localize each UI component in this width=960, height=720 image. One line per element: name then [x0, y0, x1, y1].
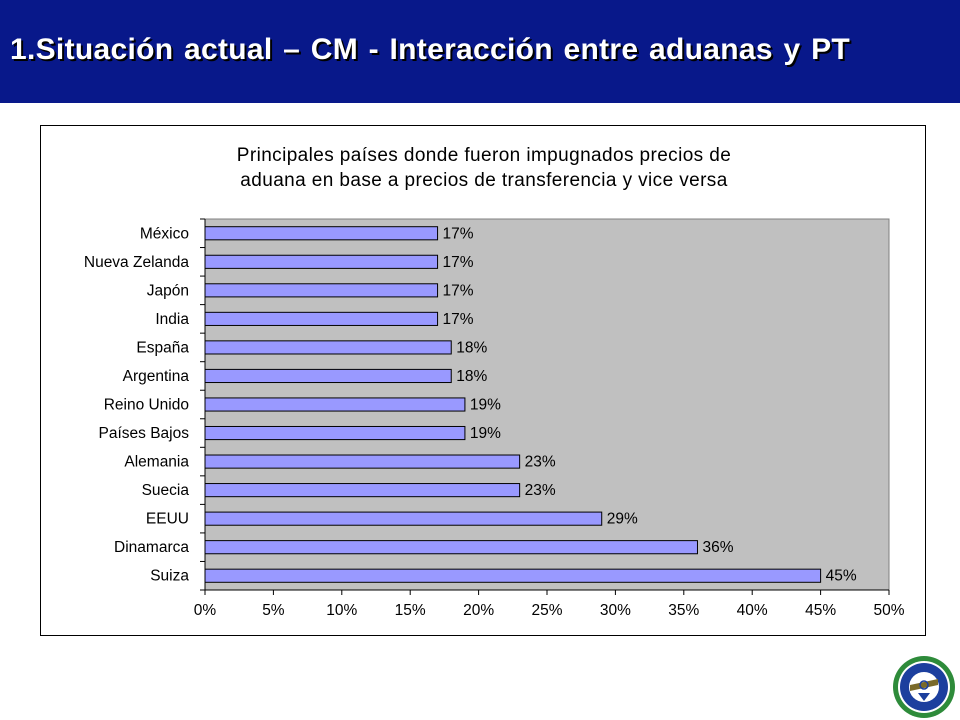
category-label: Nueva Zelanda [84, 254, 190, 271]
category-label: México [140, 225, 189, 242]
category-label: Japón [147, 282, 189, 299]
x-tick-label: 15% [395, 602, 426, 619]
chart-frame: Principales países donde fueron impugnad… [40, 125, 926, 636]
category-label: Alemania [124, 454, 189, 471]
x-tick-label: 10% [326, 602, 357, 619]
category-label: Reino Unido [104, 397, 189, 414]
data-label: 45% [826, 568, 857, 585]
x-tick-label: 5% [262, 602, 285, 619]
data-label: 17% [443, 225, 474, 242]
bar [204, 226, 439, 241]
data-label: 23% [525, 454, 556, 471]
bar [204, 425, 466, 441]
x-tick-label: 20% [463, 602, 494, 619]
bar [204, 511, 603, 526]
bar [204, 454, 521, 469]
data-label: 23% [525, 482, 556, 499]
bar [204, 540, 698, 555]
x-tick-label: 30% [600, 602, 631, 619]
data-label: 17% [443, 282, 474, 299]
data-label: 19% [470, 397, 501, 414]
category-label: Suecia [142, 482, 190, 499]
x-tick-label: 45% [805, 602, 836, 619]
x-tick-label: 50% [873, 602, 904, 619]
category-label: India [155, 311, 189, 328]
category-label: España [136, 339, 189, 356]
x-tick-label: 35% [668, 602, 699, 619]
header-bar: 1.Situación actual – CM - Interacción en… [0, 0, 960, 103]
category-label: Argentina [123, 368, 190, 385]
bar [204, 254, 439, 269]
data-label: 17% [443, 311, 474, 328]
bar [204, 568, 822, 583]
bar [204, 340, 452, 355]
data-label: 36% [702, 539, 733, 556]
ciat-seal-icon [893, 656, 955, 718]
x-tick-label: 25% [531, 602, 562, 619]
bar [204, 397, 466, 412]
data-label: 18% [456, 368, 487, 385]
bar [204, 311, 439, 326]
bar [204, 283, 439, 298]
category-label: Países Bajos [99, 425, 190, 442]
data-label: 18% [456, 339, 487, 356]
slide-title: 1.Situación actual – CM - Interacción en… [10, 33, 851, 66]
bar [204, 483, 521, 498]
chart-title-line: Principales países donde fueron impugnad… [237, 145, 731, 166]
bar-chart: Principales países donde fueron impugnad… [84, 145, 905, 619]
category-label: EEUU [146, 511, 189, 528]
chart-title-line: aduana en base a precios de transferenci… [240, 170, 727, 191]
category-label: Dinamarca [114, 539, 189, 556]
x-tick-label: 40% [737, 602, 768, 619]
data-label: 29% [607, 511, 638, 528]
bar [204, 368, 452, 384]
category-label: Suiza [150, 568, 189, 585]
data-label: 19% [470, 425, 501, 442]
x-tick-label: 0% [194, 602, 217, 619]
data-label: 17% [443, 254, 474, 271]
